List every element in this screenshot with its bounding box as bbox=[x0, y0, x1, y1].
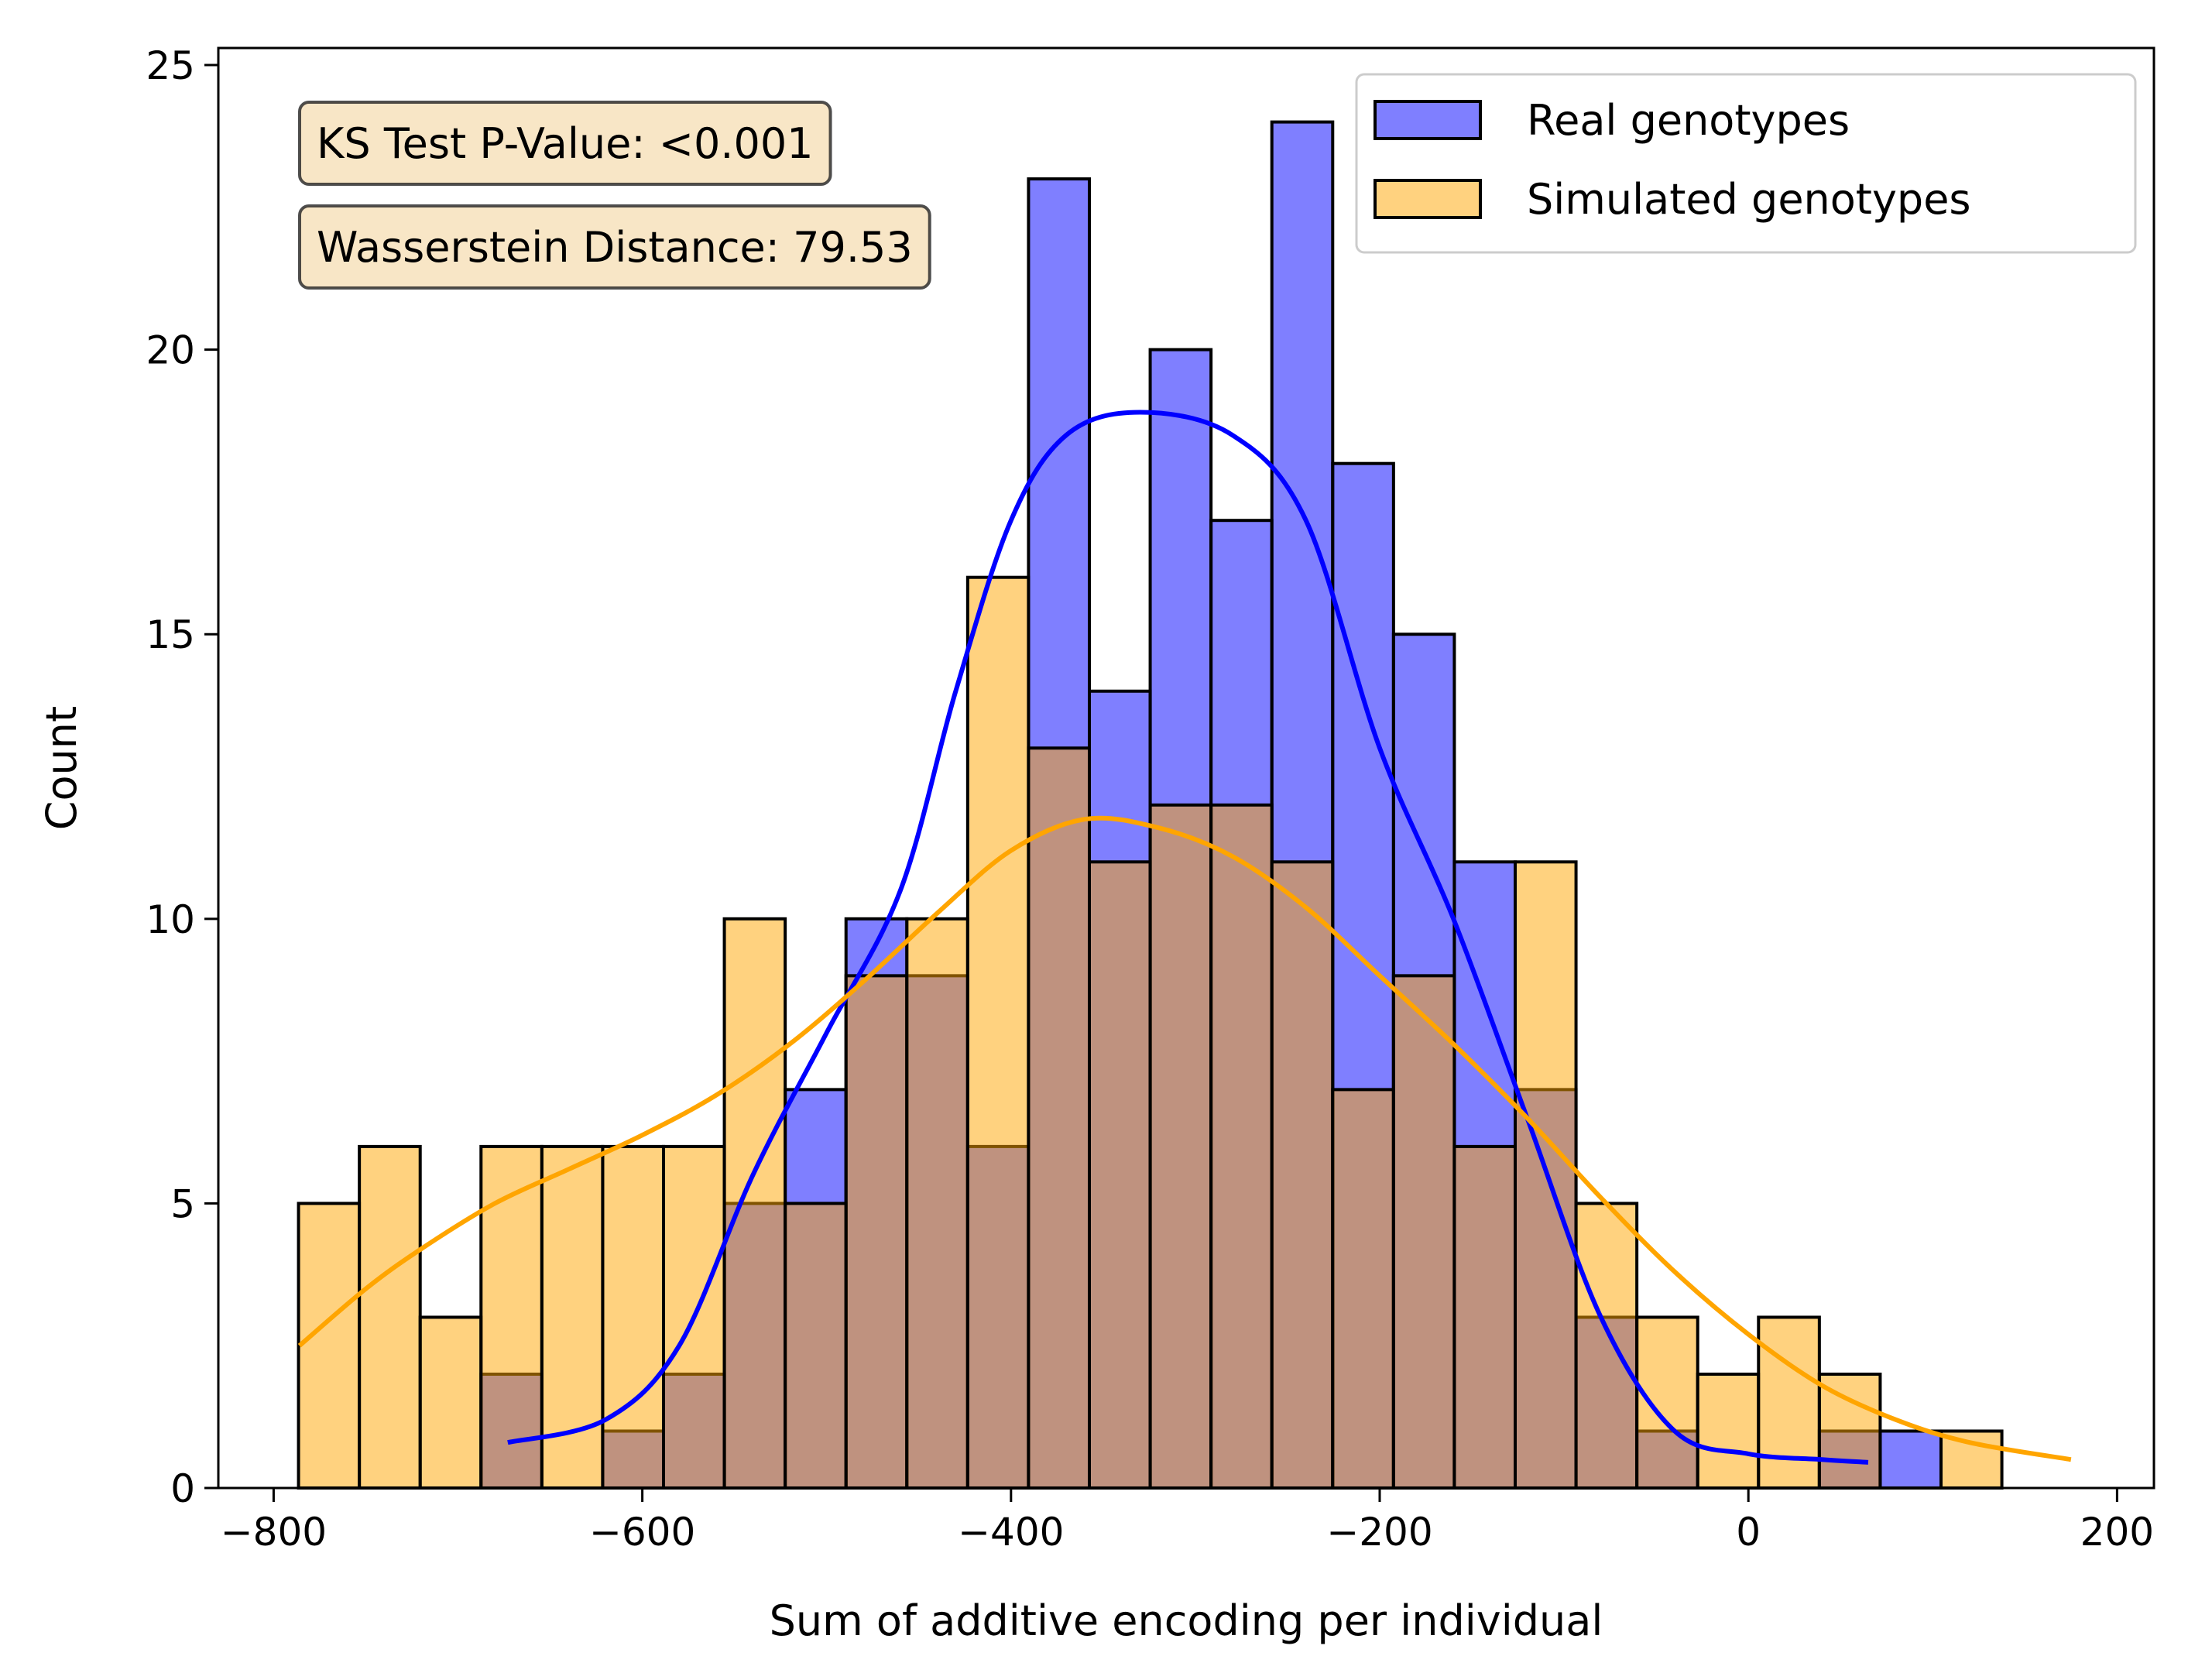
simulated-bar-1 bbox=[358, 1144, 422, 1490]
x-tick-label: 200 bbox=[2080, 1510, 2154, 1555]
wasserstein-text: Wasserstein Distance: 79.53 bbox=[317, 223, 913, 272]
simulated-bar-8 bbox=[784, 1202, 848, 1490]
x-axis-ticks: −800 −600 −400 −200 0 200 bbox=[221, 1488, 2154, 1555]
simulated-bar-15 bbox=[1209, 803, 1274, 1490]
simulated-bar-7 bbox=[722, 917, 787, 1490]
wasserstein-box bbox=[298, 204, 931, 290]
simulated-genotypes-bars bbox=[297, 575, 2004, 1490]
ks-test-text: KS Test P-Value: <0.001 bbox=[317, 119, 814, 168]
x-tick-label: −600 bbox=[589, 1510, 695, 1555]
y-tick-label: 25 bbox=[146, 43, 195, 88]
simulated-bar-5 bbox=[601, 1144, 666, 1490]
plot-frame bbox=[217, 46, 2155, 1490]
simulated-bar-12 bbox=[1027, 746, 1092, 1490]
simulated-bar-25 bbox=[1817, 1372, 1882, 1490]
simulated-bar-13 bbox=[1088, 860, 1152, 1490]
simulated-bar-18 bbox=[1391, 974, 1456, 1490]
real-kde-line bbox=[507, 410, 1869, 1465]
y-tick-label: 5 bbox=[170, 1181, 195, 1226]
y-tick-label: 0 bbox=[170, 1466, 195, 1511]
real-bar-26 bbox=[1878, 1429, 1943, 1490]
simulated-bar-10 bbox=[905, 917, 969, 1490]
simulated-bar-11 bbox=[965, 575, 1031, 1490]
legend-swatch-simulated bbox=[1374, 179, 1482, 219]
y-axis-ticks: 0 5 10 15 20 25 bbox=[146, 43, 218, 1511]
wasserstein-annotation: Wasserstein Distance: 79.53 bbox=[298, 204, 931, 290]
simulated-bar-21 bbox=[1574, 1202, 1639, 1490]
x-tick-label: −400 bbox=[958, 1510, 1064, 1555]
legend-label-simulated: Simulated genotypes bbox=[1527, 175, 1971, 224]
simulated-bar-0 bbox=[297, 1202, 362, 1490]
x-tick-label: −800 bbox=[221, 1510, 327, 1555]
y-axis-label: Count bbox=[37, 706, 86, 830]
y-tick-label: 10 bbox=[146, 897, 195, 942]
simulated-bar-16 bbox=[1270, 860, 1335, 1490]
y-tick-label: 20 bbox=[146, 328, 195, 373]
simulated-bar-9 bbox=[844, 974, 909, 1490]
legend-swatch-real bbox=[1374, 100, 1482, 140]
simulated-bar-22 bbox=[1635, 1315, 1699, 1490]
ks-test-box bbox=[298, 101, 832, 186]
simulated-kde-line bbox=[297, 815, 2072, 1462]
simulated-bar-2 bbox=[418, 1315, 483, 1490]
x-tick-label: −200 bbox=[1326, 1510, 1432, 1555]
x-axis-label: Sum of additive encoding per individual bbox=[770, 1596, 1603, 1645]
y-tick-label: 15 bbox=[146, 612, 195, 657]
legend-label-real: Real genotypes bbox=[1527, 96, 1850, 145]
kde-lines bbox=[297, 410, 2072, 1465]
x-tick-label: 0 bbox=[1736, 1510, 1761, 1555]
simulated-bar-23 bbox=[1696, 1372, 1761, 1490]
simulated-bar-14 bbox=[1148, 803, 1213, 1490]
legend-frame bbox=[1355, 73, 2137, 254]
simulated-bar-19 bbox=[1452, 1144, 1518, 1490]
legend: Real genotypes Simulated genotypes bbox=[1355, 73, 2137, 254]
simulated-bar-17 bbox=[1331, 1088, 1395, 1490]
simulated-bar-24 bbox=[1757, 1315, 1821, 1490]
ks-test-annotation: KS Test P-Value: <0.001 bbox=[298, 101, 832, 186]
